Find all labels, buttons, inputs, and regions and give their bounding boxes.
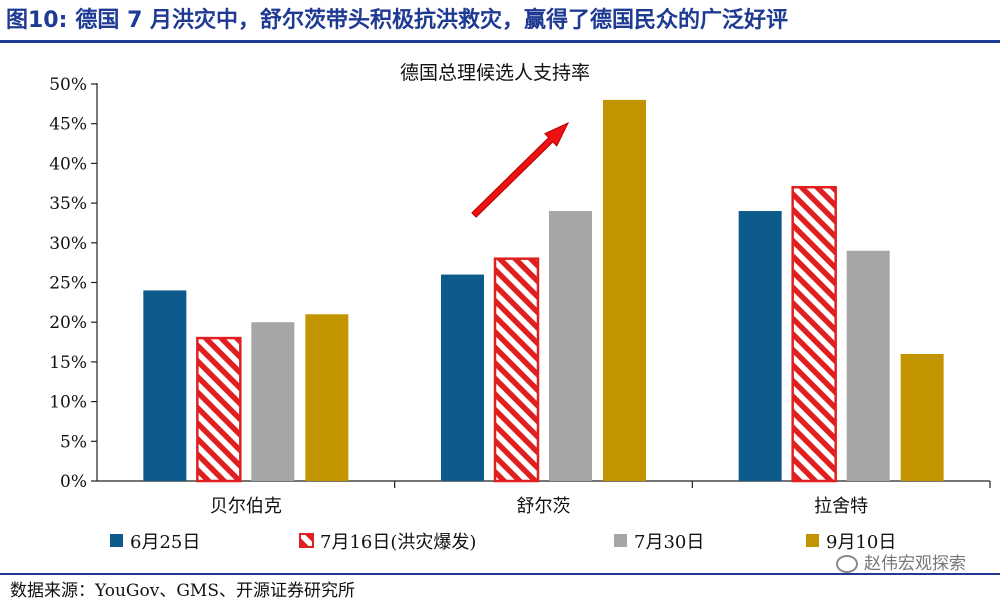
watermark-text: 赵伟宏观探索 <box>864 554 966 574</box>
top-rule <box>0 40 1000 43</box>
y-tick-label: 40% <box>49 154 87 174</box>
y-tick-label: 50% <box>49 75 87 95</box>
bar-舒尔茨-7月30日 <box>549 211 592 482</box>
bar-舒尔茨-6月25日 <box>441 274 484 481</box>
legend-label: 7月30日 <box>634 532 704 553</box>
y-tick-label: 35% <box>49 194 87 214</box>
x-tick-label: 贝尔伯克 <box>210 496 282 517</box>
bar-拉舍特-9月10日 <box>900 353 944 481</box>
y-tick-label: 45% <box>49 115 87 135</box>
y-tick-label: 25% <box>49 274 87 294</box>
bar-舒尔茨-7月16日(洪灾爆发) <box>493 257 540 483</box>
x-tick-label: 舒尔茨 <box>517 496 571 517</box>
wechat-icon <box>836 555 858 573</box>
legend-label: 9月10日 <box>826 532 896 553</box>
bar-拉舍特-6月25日 <box>738 211 782 482</box>
bar-贝尔伯克-6月25日 <box>143 290 187 481</box>
bar-贝尔伯克-7月16日(洪灾爆发) <box>196 336 242 483</box>
red-arrow-icon <box>471 121 570 218</box>
bar-拉舍特-7月30日 <box>846 250 890 481</box>
legend-label: 7月16日(洪灾爆发) <box>320 532 476 553</box>
figure-number: 图10: <box>6 8 68 33</box>
y-tick-label: 30% <box>49 234 87 254</box>
figure-title-text: 德国 7 月洪灾中，舒尔茨带头积极抗洪救灾，赢得了德国民众的广泛好评 <box>75 8 789 33</box>
legend-label: 6月25日 <box>130 532 200 553</box>
bottom-rule <box>0 573 1000 575</box>
bar-贝尔伯克-9月10日 <box>305 314 349 481</box>
legend-swatch <box>614 534 627 547</box>
y-tick-label: 0% <box>60 472 87 492</box>
watermark: 赵伟宏观探索 <box>836 551 966 577</box>
legend-swatch <box>299 533 314 548</box>
y-tick-label: 10% <box>49 393 87 413</box>
legend-swatch <box>806 534 819 547</box>
bar-拉舍特-7月16日(洪灾爆发) <box>791 185 837 483</box>
legend-swatch <box>110 534 123 547</box>
bar-贝尔伯克-7月30日 <box>251 322 295 481</box>
bar-舒尔茨-9月10日 <box>603 99 646 481</box>
x-tick-label: 拉舍特 <box>814 496 868 517</box>
y-tick-label: 20% <box>49 313 87 333</box>
bar-chart: 德国总理候选人支持率 0% 5% 10% 15% 20% 25% 30% 35% 40% 45% 5… <box>49 62 991 553</box>
source-note: 数据来源：YouGov、GMS、开源证券研究所 <box>10 581 355 601</box>
y-tick-label: 5% <box>60 432 87 452</box>
chart-title: 德国总理候选人支持率 <box>400 62 590 84</box>
y-tick-label: 15% <box>49 353 87 373</box>
figure-title: 图10: 德国 7 月洪灾中，舒尔茨带头积极抗洪救灾，赢得了德国民众的广泛好评 <box>6 4 994 38</box>
